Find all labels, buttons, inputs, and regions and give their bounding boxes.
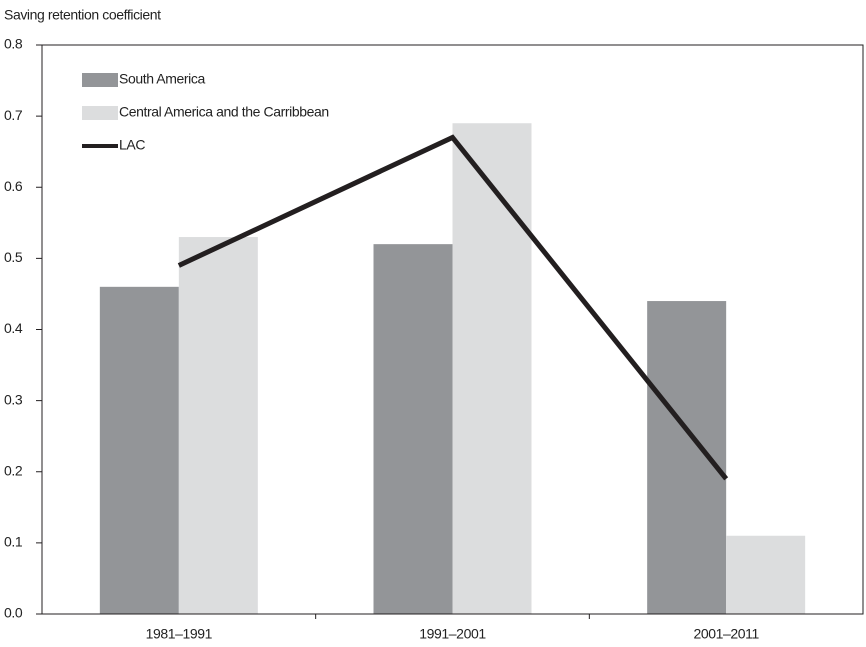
y-tick-label: 0.7 bbox=[4, 107, 23, 123]
y-tick-label: 0.2 bbox=[4, 462, 23, 478]
y-tick-label: 0.4 bbox=[4, 320, 23, 336]
legend-label: South America bbox=[119, 71, 205, 87]
y-tick-label: 0.0 bbox=[4, 605, 23, 621]
x-tick-label: 1981–1991 bbox=[146, 626, 213, 642]
line bbox=[177, 134, 729, 481]
legend-label: Central America and the Carribbean bbox=[119, 104, 329, 120]
bar bbox=[178, 237, 258, 614]
y-tick-label: 0.6 bbox=[4, 178, 23, 194]
chart-title: Saving retention coefficient bbox=[4, 7, 161, 23]
y-tick-label: 0.5 bbox=[4, 249, 23, 265]
y-tick-label: 0.3 bbox=[4, 391, 23, 407]
y-tick-label: 0.1 bbox=[4, 534, 23, 550]
bar bbox=[452, 123, 532, 615]
bar bbox=[99, 286, 179, 614]
bar bbox=[726, 535, 806, 614]
x-tick-label: 2001–2011 bbox=[693, 626, 759, 642]
y-tick-label: 0.8 bbox=[4, 36, 23, 52]
legend-label: LAC bbox=[119, 137, 145, 153]
bar bbox=[373, 244, 453, 614]
bar bbox=[647, 301, 727, 614]
x-tick-label: 1991–2001 bbox=[419, 626, 486, 642]
legend-swatch bbox=[82, 106, 118, 120]
legend-swatch bbox=[82, 73, 118, 87]
